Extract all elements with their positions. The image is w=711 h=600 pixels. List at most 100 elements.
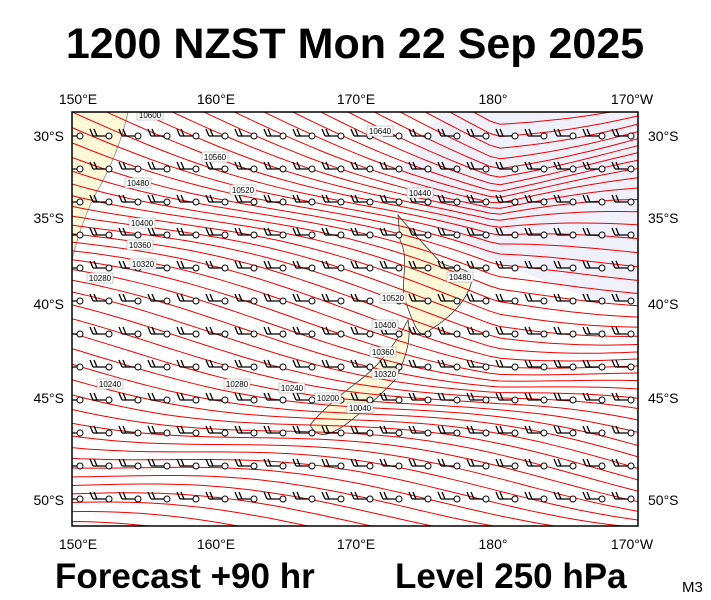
station xyxy=(221,198,229,206)
contour-line xyxy=(72,156,638,281)
station xyxy=(163,363,171,371)
station xyxy=(511,429,519,437)
station xyxy=(279,297,287,305)
station xyxy=(308,363,316,371)
station xyxy=(453,132,461,140)
station xyxy=(221,297,229,305)
station xyxy=(163,132,171,140)
station xyxy=(76,297,84,305)
station xyxy=(250,165,258,173)
contour-label: 10280 xyxy=(226,380,249,389)
contour-label-box xyxy=(128,217,156,229)
station xyxy=(511,297,519,305)
station xyxy=(511,165,519,173)
contour-line xyxy=(72,241,638,362)
station xyxy=(337,264,345,272)
station xyxy=(540,429,548,437)
station xyxy=(598,330,606,338)
station xyxy=(337,429,345,437)
contour-label-box xyxy=(406,187,434,199)
station xyxy=(395,231,403,239)
contour-label-box xyxy=(223,378,251,390)
contour-label: 10280 xyxy=(89,274,112,283)
contour-line xyxy=(72,250,638,369)
station xyxy=(192,429,200,437)
station xyxy=(221,165,229,173)
station xyxy=(453,396,461,404)
station xyxy=(192,330,200,338)
station xyxy=(279,396,287,404)
station xyxy=(424,363,432,371)
station xyxy=(134,165,142,173)
contour-line xyxy=(72,363,638,458)
contour-line xyxy=(72,379,638,469)
station xyxy=(308,495,316,503)
station xyxy=(134,297,142,305)
station xyxy=(453,429,461,437)
contour-line xyxy=(72,422,638,503)
station xyxy=(627,165,635,173)
contour-line xyxy=(72,435,638,512)
contour-label: 10400 xyxy=(374,321,397,330)
station xyxy=(134,198,142,206)
contour-line xyxy=(72,112,638,240)
title: 1200 NZST Mon 22 Sep 2025 xyxy=(66,20,644,68)
station xyxy=(366,330,374,338)
station xyxy=(598,132,606,140)
contour-label-box xyxy=(124,177,152,189)
station xyxy=(105,495,113,503)
lon-label-top: 170°W xyxy=(611,91,654,107)
station xyxy=(482,231,490,239)
station xyxy=(540,198,548,206)
station xyxy=(627,396,635,404)
station xyxy=(424,231,432,239)
station xyxy=(163,396,171,404)
map-area: 10600 10640 10560 10480 10520 10400 10360 10320… xyxy=(72,111,638,526)
station xyxy=(337,462,345,470)
station xyxy=(192,495,200,503)
contour-label-box xyxy=(314,392,342,404)
station xyxy=(163,264,171,272)
lat-label-right: 40°S xyxy=(648,296,679,312)
station xyxy=(163,330,171,338)
lon-label-top: 160°E xyxy=(197,91,235,107)
station xyxy=(163,198,171,206)
station xyxy=(76,132,84,140)
station xyxy=(453,462,461,470)
station xyxy=(250,132,258,140)
station xyxy=(424,495,432,503)
station xyxy=(395,330,403,338)
station xyxy=(627,495,635,503)
station xyxy=(250,396,258,404)
station xyxy=(395,396,403,404)
contour-label: 10600 xyxy=(139,111,162,120)
contour-label-box xyxy=(136,112,164,121)
lat-label-left: 45°S xyxy=(33,390,64,406)
station xyxy=(163,495,171,503)
station xyxy=(221,462,229,470)
lon-label-bottom: 160°E xyxy=(197,536,235,552)
station xyxy=(163,429,171,437)
contour-line xyxy=(72,304,638,410)
contour-line xyxy=(346,112,638,178)
station xyxy=(250,198,258,206)
station xyxy=(395,495,403,503)
station xyxy=(540,462,548,470)
station xyxy=(395,198,403,206)
contour-line xyxy=(105,112,638,228)
station xyxy=(627,297,635,305)
station xyxy=(627,132,635,140)
station xyxy=(453,165,461,173)
contour-line xyxy=(472,112,614,125)
station xyxy=(163,297,171,305)
station xyxy=(627,462,635,470)
station xyxy=(105,165,113,173)
contour-label: 10200 xyxy=(317,394,340,403)
lon-label-bottom: 170°E xyxy=(337,536,375,552)
lat-label-right: 35°S xyxy=(648,210,679,226)
lat-label-left: 40°S xyxy=(33,296,64,312)
station xyxy=(279,198,287,206)
station xyxy=(250,495,258,503)
station xyxy=(76,429,84,437)
